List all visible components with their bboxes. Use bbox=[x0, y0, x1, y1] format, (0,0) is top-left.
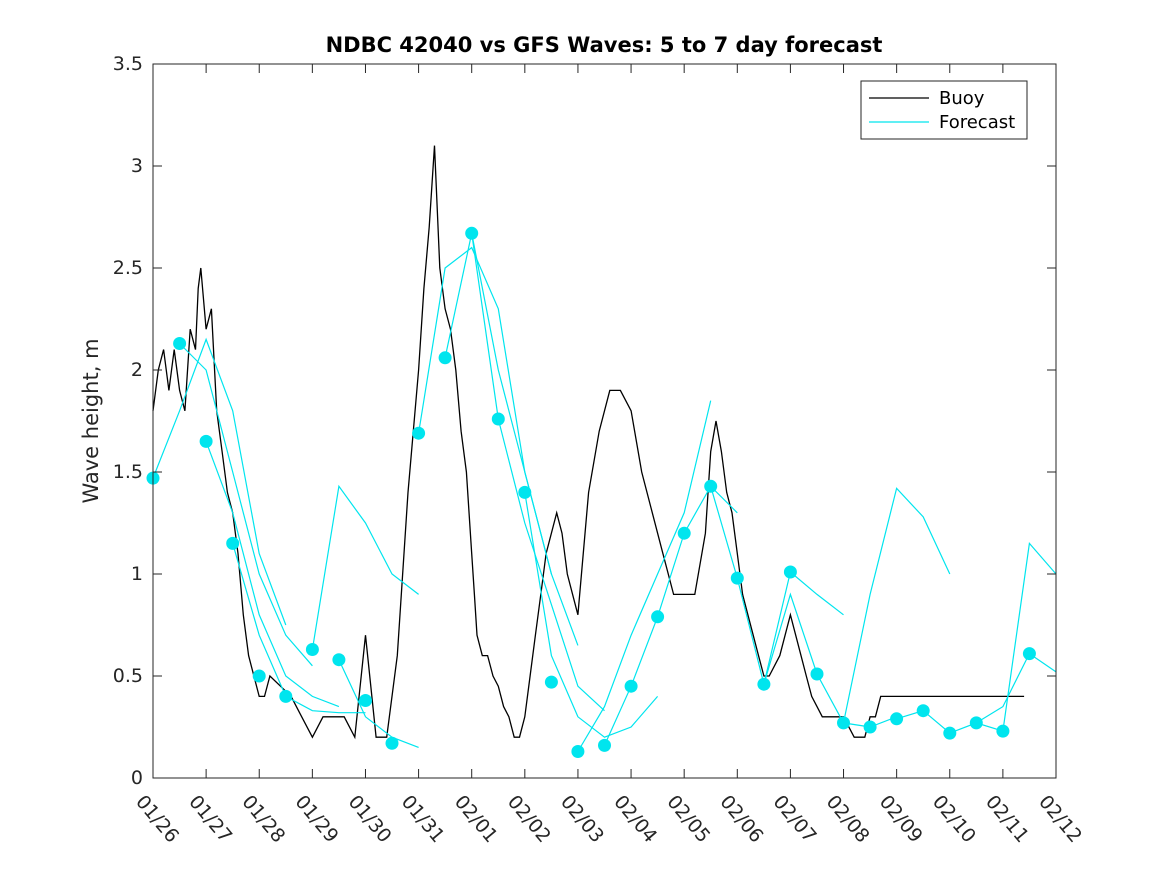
legend-label-buoy: Buoy bbox=[939, 88, 985, 109]
legend: Buoy Forecast bbox=[860, 80, 1028, 140]
forecast-marker bbox=[969, 716, 983, 730]
forecast-marker bbox=[226, 536, 240, 550]
forecast-marker bbox=[757, 677, 771, 691]
forecast-marker bbox=[624, 679, 638, 693]
forecast-series-line-5 bbox=[311, 484, 419, 650]
forecast-marker bbox=[518, 485, 532, 499]
forecast-marker bbox=[996, 724, 1010, 738]
y-tick-label: 3.5 bbox=[113, 53, 143, 75]
forecast-series-line-10 bbox=[524, 492, 659, 738]
y-tick-label: 3 bbox=[131, 155, 143, 177]
forecast-marker bbox=[598, 738, 611, 752]
series-layer bbox=[152, 145, 1057, 752]
forecast-marker bbox=[890, 712, 904, 726]
y-tick-label: 0 bbox=[131, 767, 143, 789]
forecast-marker bbox=[704, 479, 718, 493]
y-tick-label: 1.5 bbox=[113, 461, 143, 483]
plot-frame bbox=[152, 63, 1057, 779]
forecast-marker bbox=[465, 226, 479, 240]
forecast-marker bbox=[173, 337, 187, 350]
forecast-marker bbox=[837, 716, 850, 730]
forecast-marker bbox=[1022, 647, 1036, 661]
legend-box bbox=[860, 80, 1028, 140]
y-axis: 0 0.5 1 1.5 2 2.5 3 3.5 bbox=[113, 53, 1056, 789]
forecast-marker bbox=[916, 704, 930, 718]
forecast-marker bbox=[305, 643, 319, 656]
forecast-series-line-4 bbox=[232, 543, 366, 714]
forecast-series-line-15 bbox=[842, 487, 951, 724]
forecast-series-line-3 bbox=[205, 441, 340, 708]
forecast-marker bbox=[783, 565, 797, 579]
y-axis-label: Wave height, m bbox=[79, 338, 103, 503]
forecast-series-line-17 bbox=[975, 652, 1057, 724]
forecast-marker bbox=[943, 726, 957, 740]
y-tick-label: 1 bbox=[131, 563, 143, 585]
forecast-marker bbox=[279, 689, 293, 703]
marker-layer bbox=[146, 226, 1036, 758]
forecast-series-line-6 bbox=[338, 659, 419, 748]
forecast-series-line-9 bbox=[471, 233, 605, 712]
forecast-marker bbox=[412, 426, 426, 440]
forecast-series-line-8 bbox=[444, 233, 579, 646]
forecast-marker bbox=[385, 736, 399, 750]
forecast-marker bbox=[199, 434, 213, 448]
y-tick-label: 0.5 bbox=[113, 665, 143, 687]
forecast-series-line-11 bbox=[577, 400, 712, 752]
forecast-marker bbox=[252, 669, 266, 683]
buoy-series-line bbox=[152, 145, 1025, 740]
forecast-marker bbox=[544, 675, 558, 689]
forecast-marker bbox=[438, 351, 452, 365]
forecast-series-line-13 bbox=[710, 486, 844, 685]
forecast-marker bbox=[863, 720, 877, 734]
plot-area bbox=[153, 64, 1056, 778]
chart-title: NDBC 42040 vs GFS Waves: 5 to 7 day fore… bbox=[326, 33, 883, 57]
forecast-marker bbox=[810, 667, 824, 681]
forecast-marker bbox=[730, 571, 744, 585]
forecast-series-line-2 bbox=[179, 343, 313, 667]
legend-label-forecast: Forecast bbox=[939, 112, 1015, 133]
forecast-marker bbox=[571, 745, 585, 758]
y-tick-label: 2.5 bbox=[113, 257, 143, 279]
forecast-marker bbox=[677, 526, 691, 540]
forecast-marker bbox=[359, 694, 372, 707]
forecast-series-line-1 bbox=[152, 337, 287, 626]
y-tick-label: 2 bbox=[131, 359, 143, 381]
forecast-marker bbox=[491, 412, 505, 426]
forecast-marker bbox=[332, 653, 346, 667]
forecast-marker bbox=[651, 610, 665, 624]
